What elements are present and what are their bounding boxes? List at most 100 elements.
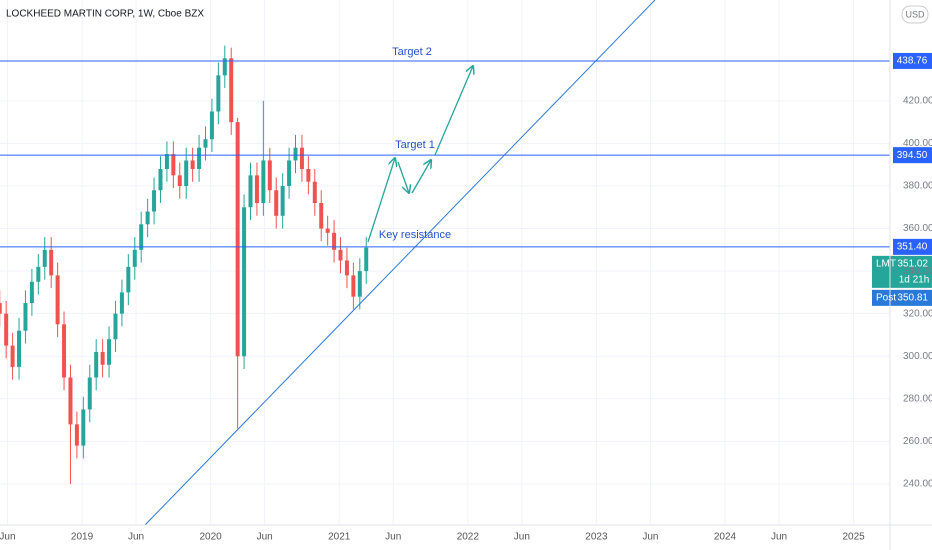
candle-body bbox=[42, 249, 47, 267]
x-tick-label: Jun bbox=[128, 532, 144, 543]
level-label: 351.40 bbox=[897, 241, 928, 252]
currency: USD bbox=[905, 9, 925, 19]
annotation: Target 1 bbox=[395, 139, 435, 151]
y-tick-label: 340.00 bbox=[903, 266, 932, 277]
candle-body bbox=[139, 224, 144, 250]
candle-body bbox=[107, 339, 112, 365]
x-tick-label: Jun bbox=[257, 532, 273, 543]
candle-body bbox=[261, 160, 266, 204]
candle-body bbox=[62, 324, 67, 378]
candle-body bbox=[55, 275, 60, 325]
candle-body bbox=[351, 275, 356, 297]
candle-body bbox=[222, 58, 227, 76]
x-tick-label: Jun bbox=[771, 532, 787, 543]
y-tick-label: 300.00 bbox=[903, 351, 932, 362]
y-tick-label: 420.00 bbox=[903, 96, 932, 107]
x-tick-label: 2019 bbox=[71, 532, 94, 543]
y-tick-label: 360.00 bbox=[903, 223, 932, 234]
candle-body bbox=[10, 345, 15, 367]
candle-body bbox=[338, 249, 343, 261]
candle-body bbox=[94, 351, 99, 378]
candle-body bbox=[312, 181, 317, 204]
x-tick-label: 2022 bbox=[457, 532, 480, 543]
candle-body bbox=[254, 175, 259, 204]
candle-body bbox=[229, 58, 234, 123]
candle-body bbox=[164, 154, 169, 169]
candle-body bbox=[267, 160, 272, 191]
candle-body bbox=[74, 424, 79, 446]
level-tag bbox=[893, 238, 932, 255]
x-tick-label: Jun bbox=[0, 532, 16, 543]
candle-body bbox=[68, 377, 73, 425]
candle-body bbox=[36, 266, 41, 282]
price-tag-symbol: Post bbox=[876, 292, 896, 303]
candle-body bbox=[274, 190, 279, 216]
candle-body bbox=[357, 271, 362, 297]
candle-body bbox=[203, 139, 208, 148]
candle-body bbox=[152, 190, 157, 212]
candle-body bbox=[158, 168, 163, 191]
level-label: 394.50 bbox=[897, 150, 928, 161]
candle-body bbox=[344, 260, 349, 276]
candle-body bbox=[293, 147, 298, 161]
candle-body bbox=[287, 160, 292, 186]
x-tick-label: Jun bbox=[385, 532, 401, 543]
trend-line bbox=[144, 0, 656, 526]
candle-body bbox=[171, 154, 176, 176]
price-tag-symbol: LMT bbox=[876, 258, 896, 269]
candle-body bbox=[132, 249, 137, 267]
candle-body bbox=[49, 249, 54, 276]
candle-body bbox=[184, 160, 189, 186]
candle-body bbox=[248, 175, 253, 208]
annotation: Key resistance bbox=[379, 229, 451, 241]
price-tag bbox=[872, 289, 932, 306]
candle-body bbox=[364, 247, 369, 272]
candles bbox=[0, 45, 369, 484]
candle-body bbox=[177, 175, 182, 186]
candle-body bbox=[119, 292, 124, 314]
y-tick-label: 400.00 bbox=[903, 138, 932, 149]
candle-body bbox=[17, 330, 22, 367]
candle-body bbox=[4, 313, 9, 346]
x-tick-label: 2021 bbox=[328, 532, 351, 543]
candle-body bbox=[197, 147, 202, 169]
x-tick-label: 2024 bbox=[714, 532, 737, 543]
candle-body bbox=[81, 409, 86, 446]
candle-body bbox=[332, 232, 337, 250]
candle-body bbox=[306, 168, 311, 182]
level-tag bbox=[893, 147, 932, 164]
y-tick-label: 280.00 bbox=[903, 393, 932, 404]
projection-arrows bbox=[367, 66, 473, 243]
candle-body bbox=[319, 203, 324, 229]
x-tick-label: Jun bbox=[642, 532, 658, 543]
candle-body bbox=[325, 228, 330, 233]
candle-body bbox=[126, 266, 131, 293]
candle-body bbox=[280, 185, 285, 216]
currency-badge[interactable] bbox=[901, 5, 929, 24]
price-tag-value: 351.02 bbox=[897, 258, 928, 269]
x-tick-label: Jun bbox=[514, 532, 530, 543]
candle-body bbox=[29, 281, 34, 304]
level-label: 438.76 bbox=[897, 56, 928, 67]
y-tick-label: 380.00 bbox=[903, 181, 932, 192]
candle-body bbox=[87, 377, 92, 410]
x-tick-label: 2020 bbox=[200, 532, 223, 543]
candle-body bbox=[0, 303, 2, 314]
candle-body bbox=[190, 160, 195, 169]
y-tick-label: 260.00 bbox=[903, 436, 932, 447]
candle-body bbox=[242, 207, 247, 357]
y-tick-label: 240.00 bbox=[903, 479, 932, 490]
candle-body bbox=[235, 122, 240, 357]
x-tick-label: 2025 bbox=[842, 532, 865, 543]
candle-body bbox=[216, 75, 221, 112]
candle-body bbox=[100, 351, 105, 365]
countdown: 1d 21h bbox=[899, 274, 930, 285]
candle-body bbox=[209, 111, 214, 140]
x-tick-label: 2023 bbox=[585, 532, 608, 543]
candle-body bbox=[23, 303, 28, 331]
candle-body bbox=[113, 313, 118, 340]
y-tick-label: 320.00 bbox=[903, 308, 932, 319]
chart-title: LOCKHEED MARTIN CORP, 1W, Cboe BZX bbox=[6, 9, 204, 20]
